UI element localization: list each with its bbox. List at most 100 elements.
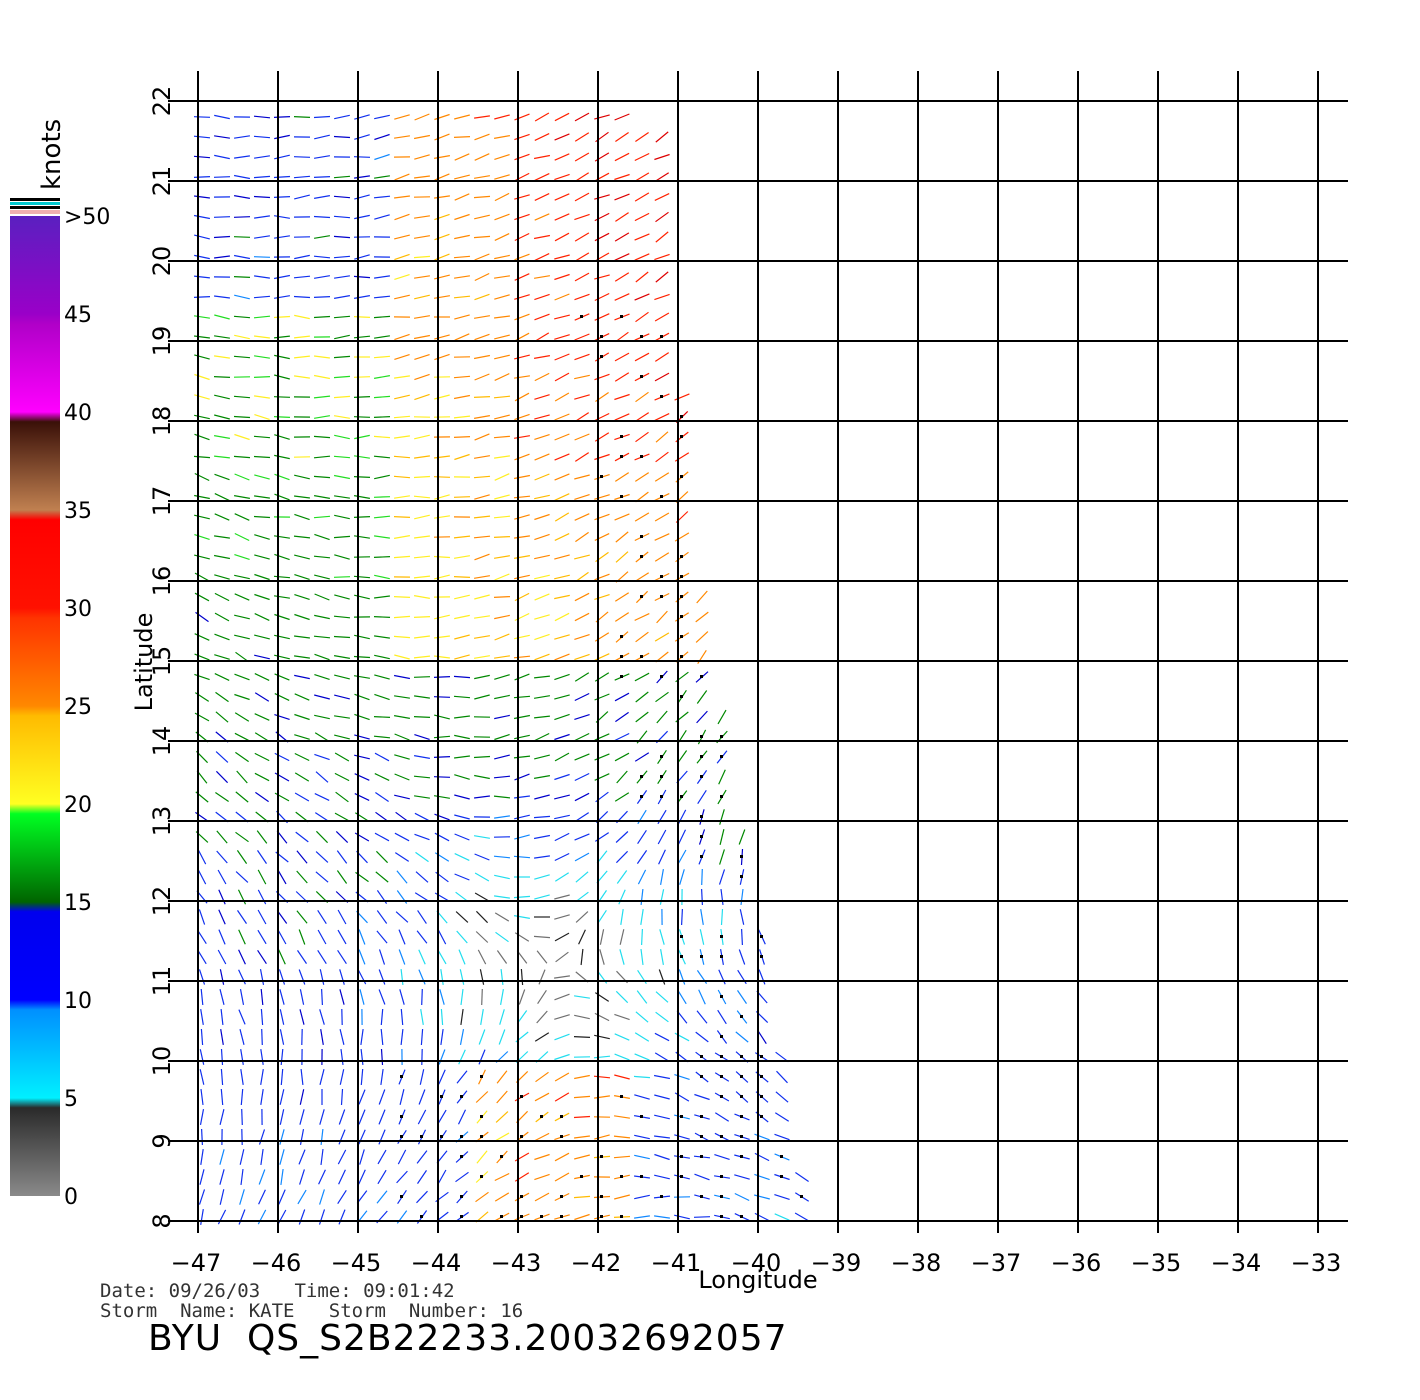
wind-vector [654, 153, 670, 161]
wind-vector [400, 1008, 404, 1026]
wind-vector [454, 774, 470, 780]
wind-vector [373, 616, 391, 618]
wind-vector [313, 215, 331, 219]
wind-vector [574, 852, 590, 862]
wind-vector [614, 413, 630, 421]
wind-vector [240, 1069, 244, 1085]
wind-vector [278, 1189, 286, 1205]
colorbar-tick-label: 30 [64, 597, 92, 622]
rain-flag [460, 1095, 463, 1098]
rain-flag [680, 1155, 683, 1158]
wind-vector [317, 949, 327, 965]
wind-vector [534, 1132, 550, 1142]
wind-vector [513, 695, 531, 699]
wind-vector [514, 133, 530, 141]
wind-vector [417, 1170, 427, 1184]
wind-vector [279, 989, 285, 1005]
wind-vector [494, 373, 510, 381]
wind-vector [696, 1010, 708, 1024]
wind-vector [394, 832, 410, 842]
wind-vector [274, 354, 290, 360]
wind-vector [474, 175, 490, 179]
lat-tick-label: 18 [148, 406, 176, 437]
wind-vector [397, 1149, 407, 1165]
wind-vector [739, 909, 745, 925]
wind-vector [534, 533, 550, 541]
wind-vector [554, 232, 570, 242]
wind-vector [414, 892, 430, 902]
wind-vector [494, 714, 510, 720]
wind-vector [494, 815, 510, 819]
wind-vector [313, 495, 331, 499]
wind-vector [393, 635, 411, 639]
wind-vector [414, 294, 430, 300]
wind-vector [433, 476, 451, 478]
wind-vector [774, 1112, 790, 1122]
wind-vector [677, 989, 687, 1005]
wind-vector [253, 115, 271, 119]
wind-vector [334, 812, 350, 822]
wind-vector [554, 493, 570, 501]
wind-vector [554, 453, 570, 461]
wind-vector [615, 831, 629, 843]
rain-flag [540, 1215, 543, 1218]
lat-tick-label: 9 [148, 1133, 176, 1148]
wind-vector [533, 815, 551, 819]
wind-vector [594, 653, 610, 661]
wind-vector [414, 695, 430, 699]
wind-vector [394, 173, 410, 181]
wind-vector [333, 615, 351, 619]
wind-vector [200, 988, 204, 1006]
wind-vector [615, 711, 629, 723]
wind-vector [419, 1069, 425, 1085]
wind-vector [219, 1189, 225, 1205]
wind-vector [200, 1209, 204, 1225]
wind-vector [254, 534, 270, 540]
wind-vector [615, 990, 629, 1004]
wind-vector [218, 909, 226, 925]
wind-vector [354, 114, 370, 120]
wind-vector [358, 1089, 366, 1105]
wind-vector [253, 256, 271, 258]
wind-vector [514, 375, 530, 379]
wind-vector [214, 535, 230, 539]
wind-vector [614, 232, 630, 242]
wind-vector [333, 474, 351, 480]
wind-vector [580, 948, 584, 966]
colorbar-cap [10, 206, 60, 209]
wind-vector [313, 115, 331, 119]
wind-vector [414, 275, 430, 279]
wind-vector [394, 213, 410, 221]
wind-vector [213, 435, 231, 439]
rain-flag [600, 335, 603, 338]
wind-vector [396, 870, 408, 884]
wind-vector [453, 295, 471, 299]
wind-vector [474, 655, 490, 659]
wind-vector [353, 416, 371, 418]
wind-vector [654, 632, 670, 642]
wind-vector [294, 335, 310, 339]
wind-vector [658, 969, 666, 985]
wind-vector [554, 1033, 570, 1041]
wind-vector [594, 1034, 610, 1040]
wind-vector [315, 830, 329, 844]
lat-tick-label: 15 [148, 646, 176, 677]
wind-vector [534, 1153, 550, 1161]
colorbar-tick-label: 15 [64, 891, 92, 916]
wind-vector [358, 1129, 366, 1145]
wind-vector [574, 612, 590, 622]
wind-vector [794, 1212, 810, 1222]
rain-flag [640, 775, 643, 778]
wind-vector [654, 352, 670, 362]
wind-vector [534, 633, 550, 641]
wind-vector [574, 513, 590, 521]
wind-vector [376, 1190, 388, 1204]
lon-tick-label: −38 [891, 1249, 942, 1277]
wind-vector [594, 453, 610, 461]
wind-vector [454, 873, 470, 881]
wind-vector [574, 1014, 590, 1020]
wind-vector [757, 1029, 767, 1045]
wind-vector [194, 315, 210, 319]
wind-vector [416, 1190, 428, 1204]
wind-vector [477, 949, 487, 965]
